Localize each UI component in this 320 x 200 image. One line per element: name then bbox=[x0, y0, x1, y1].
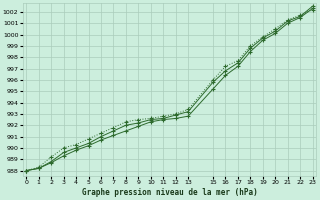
X-axis label: Graphe pression niveau de la mer (hPa): Graphe pression niveau de la mer (hPa) bbox=[82, 188, 257, 197]
